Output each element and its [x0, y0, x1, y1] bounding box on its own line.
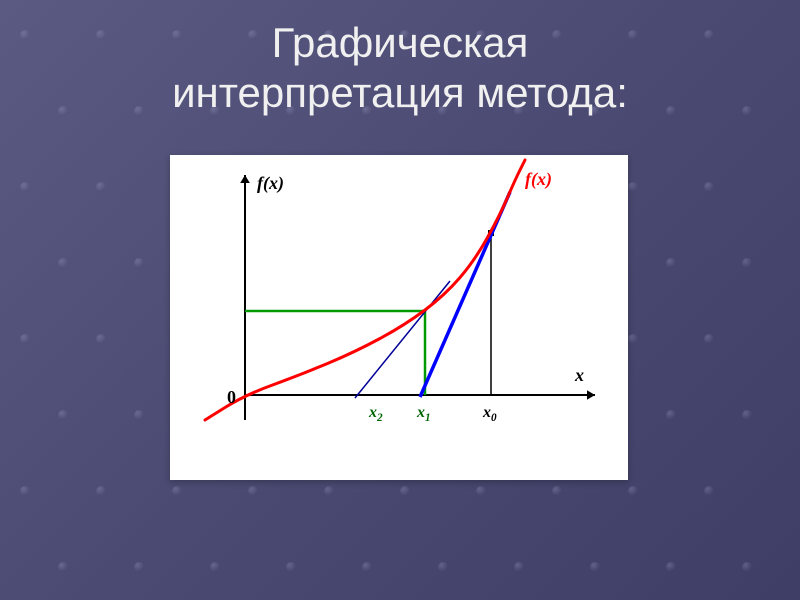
title-line-2: интерпретация метода:: [172, 69, 628, 116]
newton-method-chart: f(x)f(x)x0x0x1x2: [170, 155, 628, 480]
svg-text:f(x): f(x): [525, 169, 552, 190]
svg-text:x1: x1: [416, 404, 431, 424]
chart-panel: f(x)f(x)x0x0x1x2: [170, 155, 628, 480]
svg-text:x: x: [574, 365, 584, 385]
svg-text:x0: x0: [482, 404, 497, 424]
title-line-1: Графическая: [272, 19, 529, 66]
slide-title: Графическая интерпретация метода:: [0, 18, 800, 117]
svg-text:0: 0: [227, 387, 236, 407]
svg-text:x2: x2: [368, 404, 383, 424]
svg-text:f(x): f(x): [257, 173, 284, 194]
